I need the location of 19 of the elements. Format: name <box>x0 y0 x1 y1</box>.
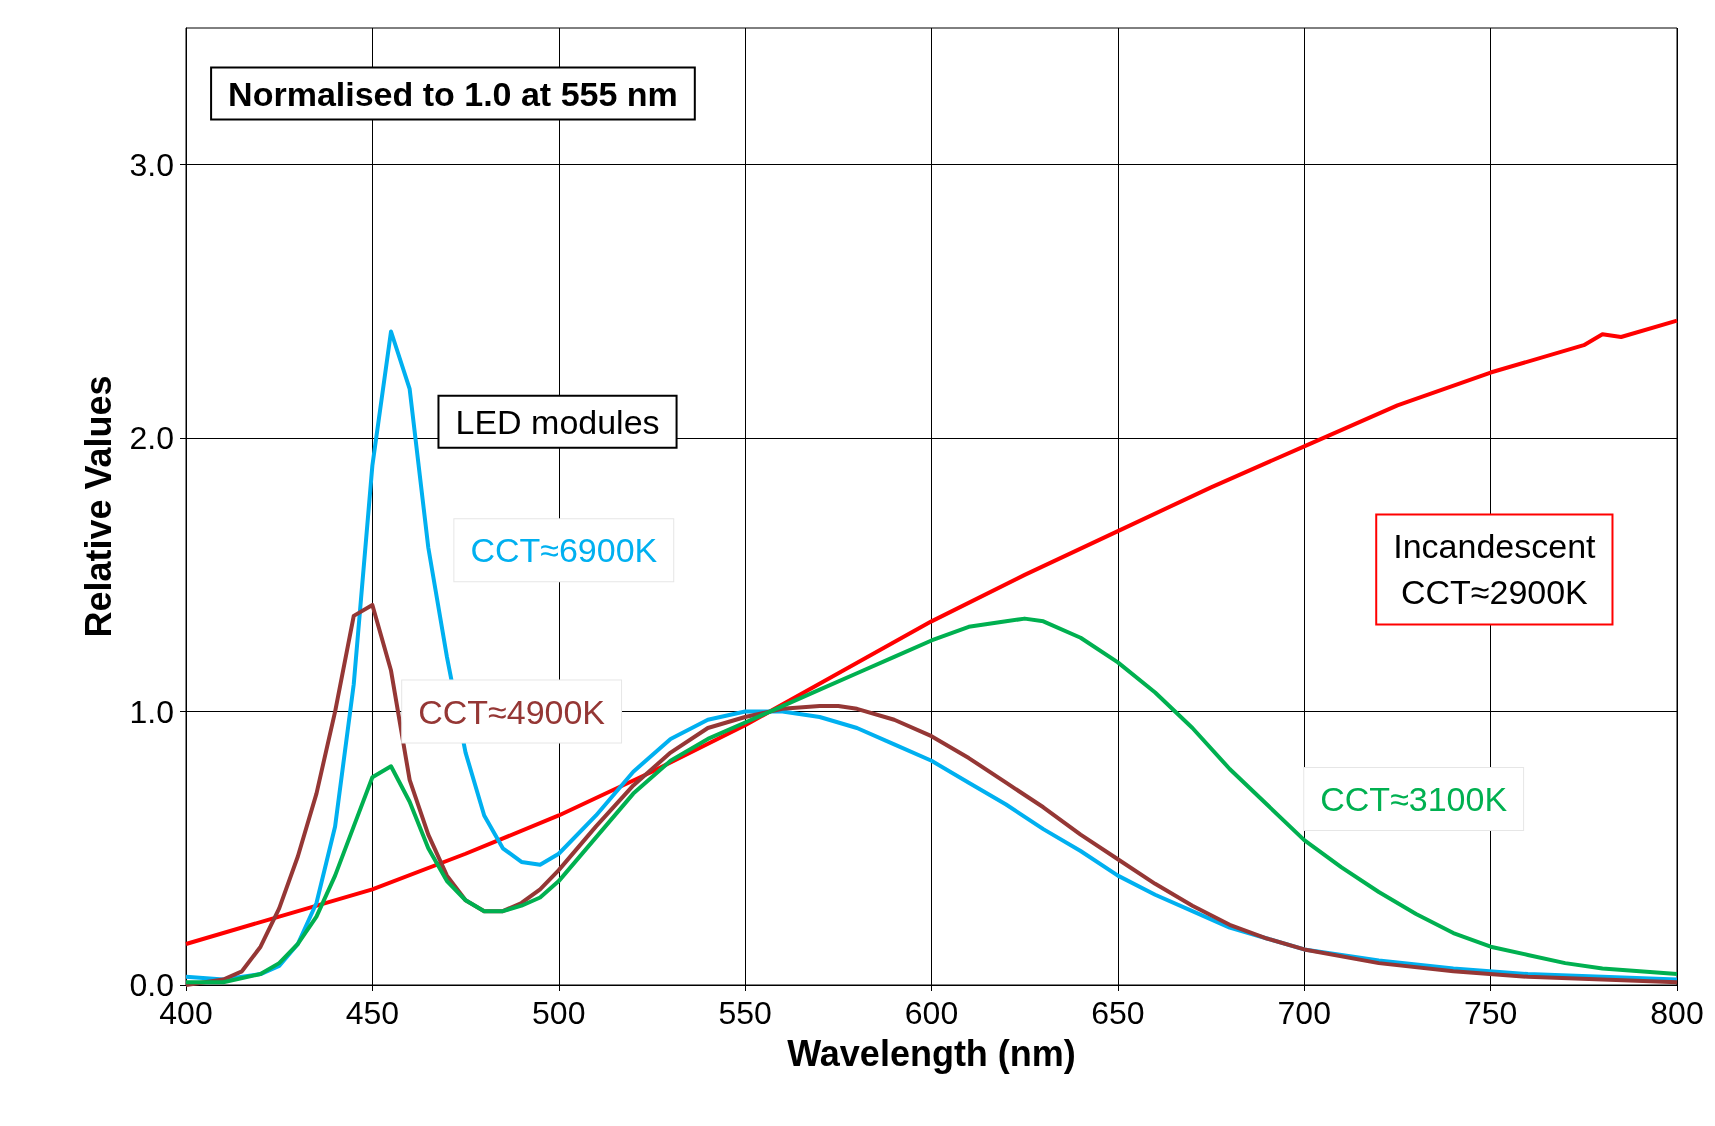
y-axis-title: Relative Values <box>77 375 119 638</box>
x-tick-label: 650 <box>1091 995 1145 1031</box>
x-tick-label: 500 <box>532 995 586 1031</box>
annotation: Normalised to 1.0 at 555 nm <box>228 74 678 113</box>
x-axis-title: Wavelength (nm) <box>787 1032 1076 1074</box>
x-tick-label: 800 <box>1650 995 1704 1031</box>
annotation: LED modules <box>455 402 660 441</box>
x-tick-label: 450 <box>345 995 400 1031</box>
y-tick-label: 2.0 <box>129 420 174 457</box>
series-label: CCT≈6900K <box>470 531 658 570</box>
x-tick-label: 700 <box>1277 995 1331 1031</box>
series-label: CCT≈3100K <box>1320 780 1508 819</box>
x-tick-label: 550 <box>718 995 772 1031</box>
x-tick-label: 750 <box>1463 995 1518 1031</box>
series-label: CCT≈4900K <box>418 692 606 731</box>
text: Incandescent CCT≈2900K <box>1393 527 1597 612</box>
x-tick-label: 600 <box>904 995 959 1031</box>
y-tick-label: 1.0 <box>129 693 174 730</box>
y-tick-label: 3.0 <box>129 146 174 183</box>
